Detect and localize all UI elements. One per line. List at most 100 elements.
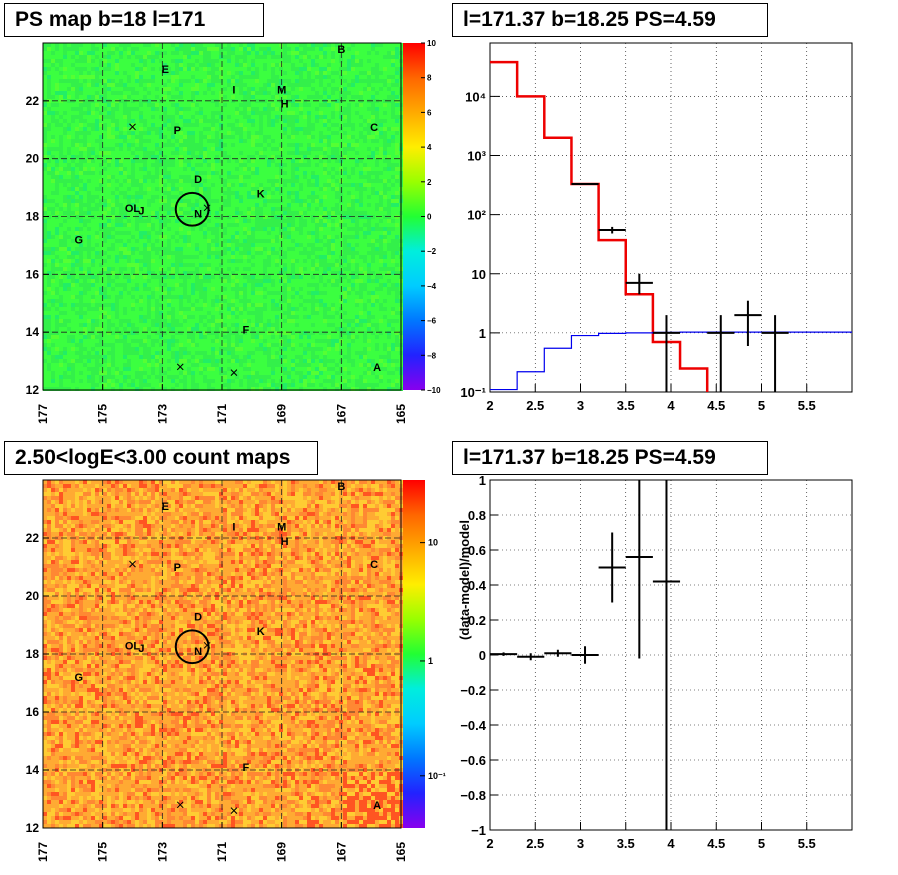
map-pixel	[231, 123, 235, 127]
map-pixel	[259, 255, 263, 259]
map-pixel	[363, 171, 367, 175]
map-pixel	[171, 195, 175, 199]
map-pixel	[331, 47, 335, 51]
map-pixel	[155, 187, 159, 191]
map-pixel	[255, 239, 259, 243]
map-pixel	[183, 211, 187, 215]
map-pixel	[51, 43, 55, 47]
map-pixel	[227, 243, 231, 247]
map-pixel	[99, 243, 103, 247]
map-pixel	[231, 199, 235, 203]
map-pixel	[155, 243, 159, 247]
map-pixel	[263, 75, 267, 79]
map-pixel	[183, 103, 187, 107]
map-pixel	[379, 247, 383, 251]
map-pixel	[295, 203, 299, 207]
map-pixel	[71, 47, 75, 51]
map-pixel	[303, 123, 307, 127]
map-pixel	[327, 167, 331, 171]
map-pixel	[191, 143, 195, 147]
map-pixel	[199, 103, 203, 107]
map-pixel	[283, 155, 287, 159]
map-pixel	[47, 171, 51, 175]
map-pixel	[75, 143, 79, 147]
map-pixel	[71, 223, 75, 227]
map-pixel	[195, 83, 199, 87]
map-pixel	[315, 59, 319, 63]
map-pixel	[171, 263, 175, 267]
map-pixel	[59, 123, 63, 127]
map-pixel	[223, 135, 227, 139]
map-pixel	[227, 239, 231, 243]
map-pixel	[371, 43, 375, 47]
map-pixel	[351, 243, 355, 247]
map-pixel	[331, 79, 335, 83]
map-pixel	[299, 255, 303, 259]
map-pixel	[327, 187, 331, 191]
map-pixel	[367, 207, 371, 211]
map-pixel	[159, 43, 163, 47]
map-pixel	[223, 119, 227, 123]
map-pixel	[55, 95, 59, 99]
map-pixel	[71, 87, 75, 91]
map-pixel	[211, 231, 215, 235]
map-pixel	[303, 63, 307, 67]
map-pixel	[323, 199, 327, 203]
map-pixel	[103, 203, 107, 207]
map-pixel	[391, 167, 395, 171]
map-pixel	[355, 183, 359, 187]
map-pixel	[251, 63, 255, 67]
map-pixel	[307, 199, 311, 203]
map-pixel	[203, 179, 207, 183]
map-pixel	[259, 191, 263, 195]
map-pixel	[247, 235, 251, 239]
map-pixel	[143, 211, 147, 215]
map-pixel	[351, 199, 355, 203]
map-pixel	[291, 47, 295, 51]
map-pixel	[115, 71, 119, 75]
map-pixel	[331, 211, 335, 215]
map-pixel	[167, 207, 171, 211]
map-pixel	[163, 123, 167, 127]
map-pixel	[383, 55, 387, 59]
map-pixel	[195, 103, 199, 107]
map-pixel	[335, 83, 339, 87]
map-pixel	[203, 135, 207, 139]
map-pixel	[215, 231, 219, 235]
map-pixel	[259, 231, 263, 235]
map-pixel	[347, 75, 351, 79]
map-pixel	[327, 135, 331, 139]
map-pixel	[103, 251, 107, 255]
map-pixel	[127, 199, 131, 203]
map-pixel	[255, 207, 259, 211]
map-pixel	[355, 243, 359, 247]
map-pixel	[247, 135, 251, 139]
map-pixel	[363, 87, 367, 91]
map-pixel	[383, 139, 387, 143]
map-pixel	[75, 235, 79, 239]
map-pixel	[295, 231, 299, 235]
map-pixel	[163, 195, 167, 199]
map-pixel	[71, 187, 75, 191]
map-pixel	[263, 95, 267, 99]
map-pixel	[203, 107, 207, 111]
map-pixel	[155, 103, 159, 107]
map-pixel	[75, 203, 79, 207]
map-pixel	[183, 91, 187, 95]
map-pixel	[363, 91, 367, 95]
map-pixel	[191, 79, 195, 83]
map-pixel	[319, 187, 323, 191]
map-pixel	[71, 107, 75, 111]
map-pixel	[387, 151, 391, 155]
map-pixel	[43, 83, 47, 87]
map-pixel	[311, 247, 315, 251]
map-pixel	[275, 139, 279, 143]
map-pixel	[51, 199, 55, 203]
map-pixel	[155, 143, 159, 147]
map-pixel	[191, 131, 195, 135]
map-pixel	[255, 219, 259, 223]
map-pixel	[379, 75, 383, 79]
map-pixel	[99, 231, 103, 235]
map-pixel	[235, 207, 239, 211]
map-pixel	[63, 219, 67, 223]
